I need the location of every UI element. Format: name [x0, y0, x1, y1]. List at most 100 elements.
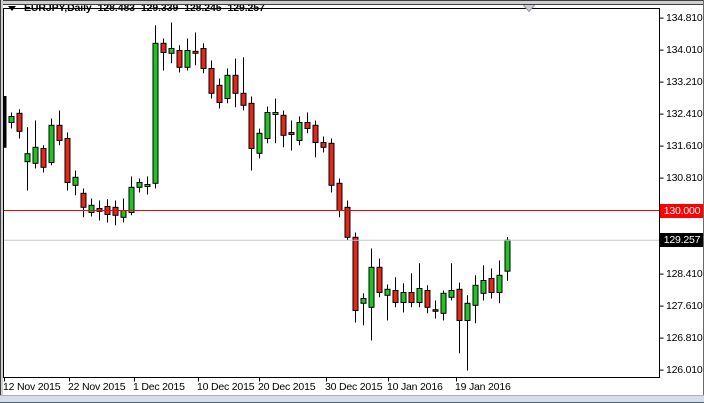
candle	[496, 260, 503, 304]
current-price-level-badge: 129.257	[660, 233, 704, 248]
candle	[360, 293, 367, 326]
candle	[16, 109, 23, 139]
date-axis-label: 1 Dec 2015	[133, 381, 185, 393]
candle-body	[504, 239, 511, 272]
candle-body	[400, 292, 407, 303]
candle	[280, 110, 287, 148]
date-axis-label: 20 Dec 2015	[258, 381, 316, 393]
quote-low-value: 128.245	[184, 2, 222, 14]
candle-body	[368, 266, 375, 308]
candle-body	[152, 42, 159, 184]
candle	[88, 198, 95, 217]
candle-body	[296, 122, 303, 141]
quote-high-value: 129.339	[140, 2, 179, 14]
candle-body	[440, 292, 447, 314]
candle	[296, 116, 303, 146]
candle-body	[112, 206, 119, 216]
candle-body	[16, 112, 23, 132]
candle	[24, 127, 31, 191]
candle-body	[408, 292, 415, 303]
candle	[40, 145, 47, 173]
candle-body	[456, 288, 463, 321]
candle-body	[136, 182, 143, 188]
candle	[480, 265, 487, 301]
candle-body	[344, 206, 351, 238]
candle	[408, 273, 415, 308]
candle	[64, 132, 71, 191]
candle	[440, 290, 447, 321]
candle-body	[120, 210, 127, 218]
candle-body	[288, 132, 295, 135]
candle	[248, 96, 255, 171]
candle-body	[256, 132, 263, 154]
candle-body	[168, 48, 175, 54]
candle-body	[464, 302, 471, 321]
price-axis-label: 132.410	[666, 107, 703, 120]
candle	[80, 188, 87, 218]
candle-body	[360, 298, 367, 304]
candle-body	[488, 278, 495, 293]
candle	[304, 112, 311, 134]
candle	[48, 118, 55, 166]
candle-body	[216, 84, 223, 104]
candle-body	[336, 182, 343, 212]
candle	[392, 277, 399, 308]
candle-body	[312, 124, 319, 144]
candle	[400, 283, 407, 313]
candle	[376, 258, 383, 298]
symbol-timeframe-label: EURJPY,Daily	[24, 2, 92, 14]
candle	[488, 268, 495, 299]
candle	[384, 284, 391, 321]
candle	[336, 178, 343, 218]
candle	[416, 263, 423, 308]
candle-body	[8, 116, 15, 123]
date-axis-label: 10 Dec 2015	[197, 381, 255, 393]
candle	[456, 282, 463, 354]
candle-body	[3, 96, 7, 148]
symbol-marker-icon	[8, 6, 16, 11]
price-axis-label: 128.410	[666, 267, 703, 280]
candle	[256, 128, 263, 159]
candle	[320, 136, 327, 153]
candle-body	[240, 92, 247, 106]
candle	[264, 106, 271, 144]
candle-body	[192, 50, 199, 54]
candle-body	[200, 48, 207, 69]
candle-body	[272, 112, 279, 115]
candle-body	[160, 42, 167, 53]
candle	[112, 200, 119, 226]
date-axis-label: 30 Dec 2015	[325, 381, 383, 393]
price-axis-label: 134.010	[666, 43, 703, 56]
window-bottom-strip	[0, 395, 704, 403]
candle	[192, 32, 199, 66]
candle	[208, 60, 215, 99]
candle-body	[328, 142, 335, 186]
candle	[448, 263, 455, 301]
candle-body	[56, 124, 63, 142]
price-axis-label: 127.610	[666, 299, 703, 312]
candle	[240, 57, 247, 111]
date-axis-label: 10 Jan 2016	[387, 381, 443, 393]
candle-body	[472, 284, 479, 306]
candle	[72, 170, 79, 196]
candle-body	[304, 122, 311, 129]
price-axis-label: 133.210	[666, 75, 703, 88]
candle	[424, 285, 431, 314]
candle-body	[224, 74, 231, 100]
candle-body	[184, 50, 191, 68]
candle	[288, 120, 295, 151]
candle	[160, 38, 167, 71]
candle-body	[480, 280, 487, 294]
candle	[344, 200, 351, 241]
window-left-border	[0, 0, 3, 403]
date-axis-label: 12 Nov 2015	[3, 381, 61, 393]
candle-body	[72, 176, 79, 186]
candle-body	[176, 50, 183, 68]
candle-body	[432, 309, 439, 312]
candle	[232, 58, 239, 108]
candle-body	[320, 142, 327, 148]
candle-body	[32, 146, 39, 164]
candle	[352, 232, 359, 323]
candle-body	[40, 148, 47, 168]
